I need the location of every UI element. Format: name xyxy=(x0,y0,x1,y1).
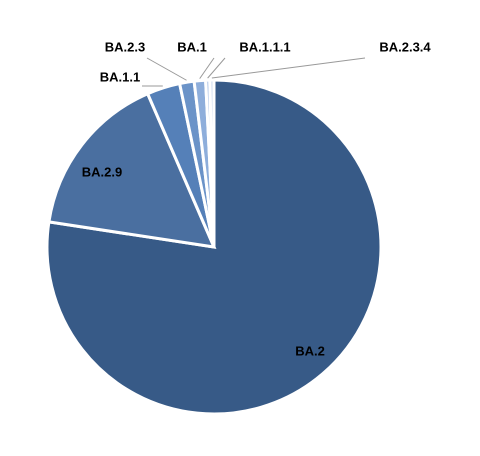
leader-line xyxy=(207,57,226,79)
slice-label: BA.2.3 xyxy=(105,39,145,54)
slice-label: BA.1 xyxy=(177,39,207,54)
pie-slice xyxy=(47,91,217,249)
slice-label: BA.1.1 xyxy=(100,69,140,84)
slice-label: BA.1.1.1 xyxy=(239,39,290,54)
pie-slice xyxy=(208,78,216,248)
slice-label: BA.2 xyxy=(295,343,325,358)
leader-line xyxy=(211,57,366,79)
slice-label: BA.2.9 xyxy=(82,164,122,179)
leader-line xyxy=(199,57,215,79)
slice-label: BA.2.3.4 xyxy=(379,39,431,54)
leader-line xyxy=(146,57,187,81)
